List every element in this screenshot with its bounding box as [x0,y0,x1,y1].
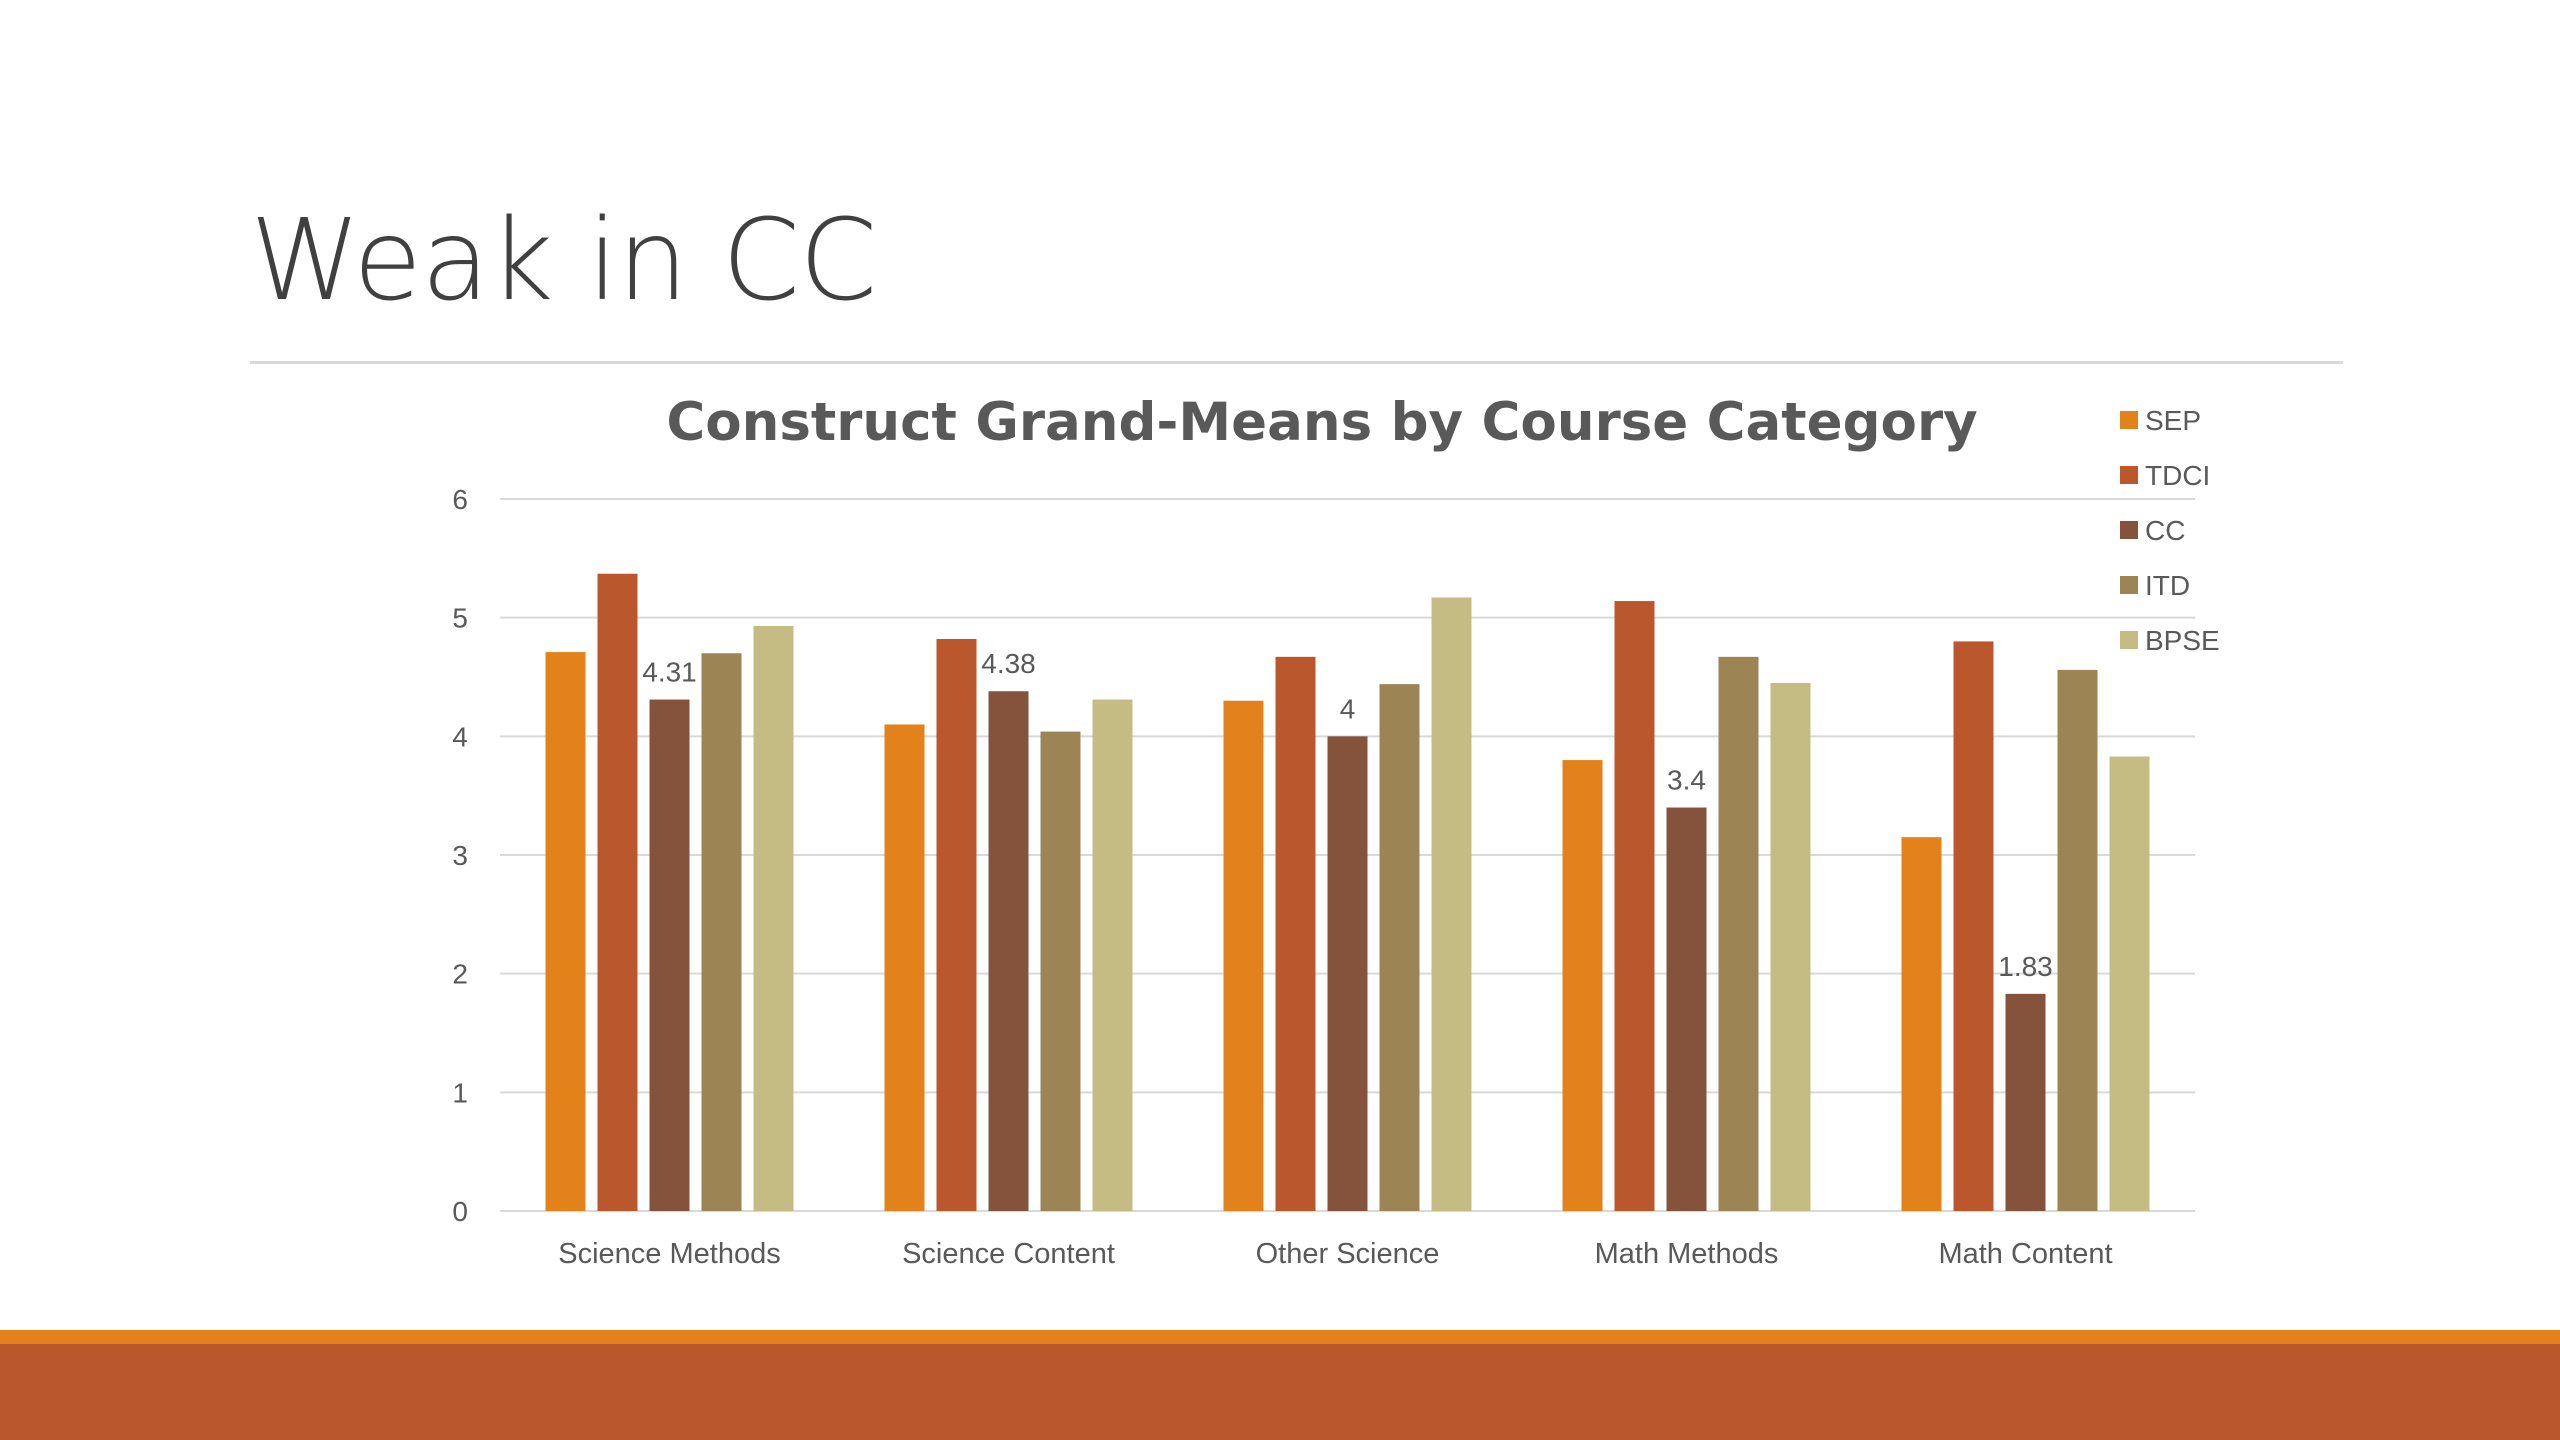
x-category-label-1: Science Methods [558,1238,780,1270]
bar-cc-4 [1666,807,1707,1211]
x-axis-categories: Science Methods Science Content Other Scie… [558,1238,2112,1270]
data-label-cc-2: 4.38 [981,648,1036,679]
legend-label-bpse: BPSE [2145,625,2220,656]
legend-swatch-tdci [2120,466,2138,484]
x-category-label-5: Math Content [1938,1238,2112,1270]
y-tick-label-3: 3 [452,840,468,871]
legend-swatch-bpse [2120,631,2138,649]
bar-cc-2 [988,691,1029,1211]
y-tick-label-4: 4 [452,721,468,752]
slide-title: Weak in CC [250,196,877,326]
bar-tdci-1 [597,573,638,1211]
bar-tdci-5 [1953,641,1994,1211]
x-category-label-4: Math Methods [1595,1238,1779,1270]
bar-bpse-5 [2109,756,2150,1211]
bar-itd-3 [1379,684,1420,1211]
data-label-cc-3: 4 [1340,693,1356,724]
bar-tdci-3 [1275,656,1316,1211]
bar-cc-1 [649,699,690,1211]
bar-sep-5 [1901,837,1942,1211]
legend-swatch-cc [2120,521,2138,539]
bar-itd-1 [701,653,742,1211]
bar-chart: Construct Grand-Means by Course Category… [452,392,2220,1270]
footer-band [0,1344,2560,1440]
bar-itd-5 [2057,669,2098,1211]
x-category-label-3: Other Science [1256,1238,1440,1270]
bar-sep-3 [1223,700,1264,1211]
bar-itd-4 [1718,656,1759,1211]
bar-cc-3 [1327,736,1368,1211]
data-label-cc-5: 1.83 [1998,951,2053,982]
chart-title: Construct Grand-Means by Course Category [666,392,1977,453]
legend-label-itd: ITD [2145,570,2190,601]
data-labels: 4.31 4.38 4 3.4 1.83 [642,648,2053,982]
bar-sep-2 [884,724,925,1211]
legend-swatch-sep [2120,411,2138,429]
y-tick-label-2: 2 [452,959,468,990]
data-label-cc-4: 3.4 [1667,765,1706,796]
bar-itd-2 [1040,731,1081,1211]
y-tick-label-1: 1 [452,1077,468,1108]
bar-tdci-4 [1614,601,1655,1211]
bar-bpse-1 [753,625,794,1211]
y-tick-label-0: 0 [452,1196,468,1227]
footer-band-accent [0,1330,2560,1344]
x-category-label-2: Science Content [902,1238,1115,1270]
bar-sep-4 [1562,760,1603,1211]
bar-tdci-2 [936,639,977,1211]
bar-bpse-4 [1770,682,1811,1211]
legend: SEP TDCI CC ITD BPSE [2120,405,2220,656]
y-axis-ticks: 0 1 2 3 4 5 6 [452,484,468,1227]
legend-label-tdci: TDCI [2145,460,2210,491]
bar-cc-5 [2005,993,2046,1211]
bar-bpse-2 [1092,699,1133,1211]
title-divider [250,361,2343,364]
y-tick-label-5: 5 [452,603,468,634]
legend-label-sep: SEP [2145,405,2201,436]
bar-bpse-3 [1431,597,1472,1211]
bars [545,573,2150,1211]
y-tick-label-6: 6 [452,484,468,515]
data-label-cc-1: 4.31 [642,657,697,688]
bar-sep-1 [545,652,586,1211]
legend-label-cc: CC [2145,515,2185,546]
legend-swatch-itd [2120,576,2138,594]
